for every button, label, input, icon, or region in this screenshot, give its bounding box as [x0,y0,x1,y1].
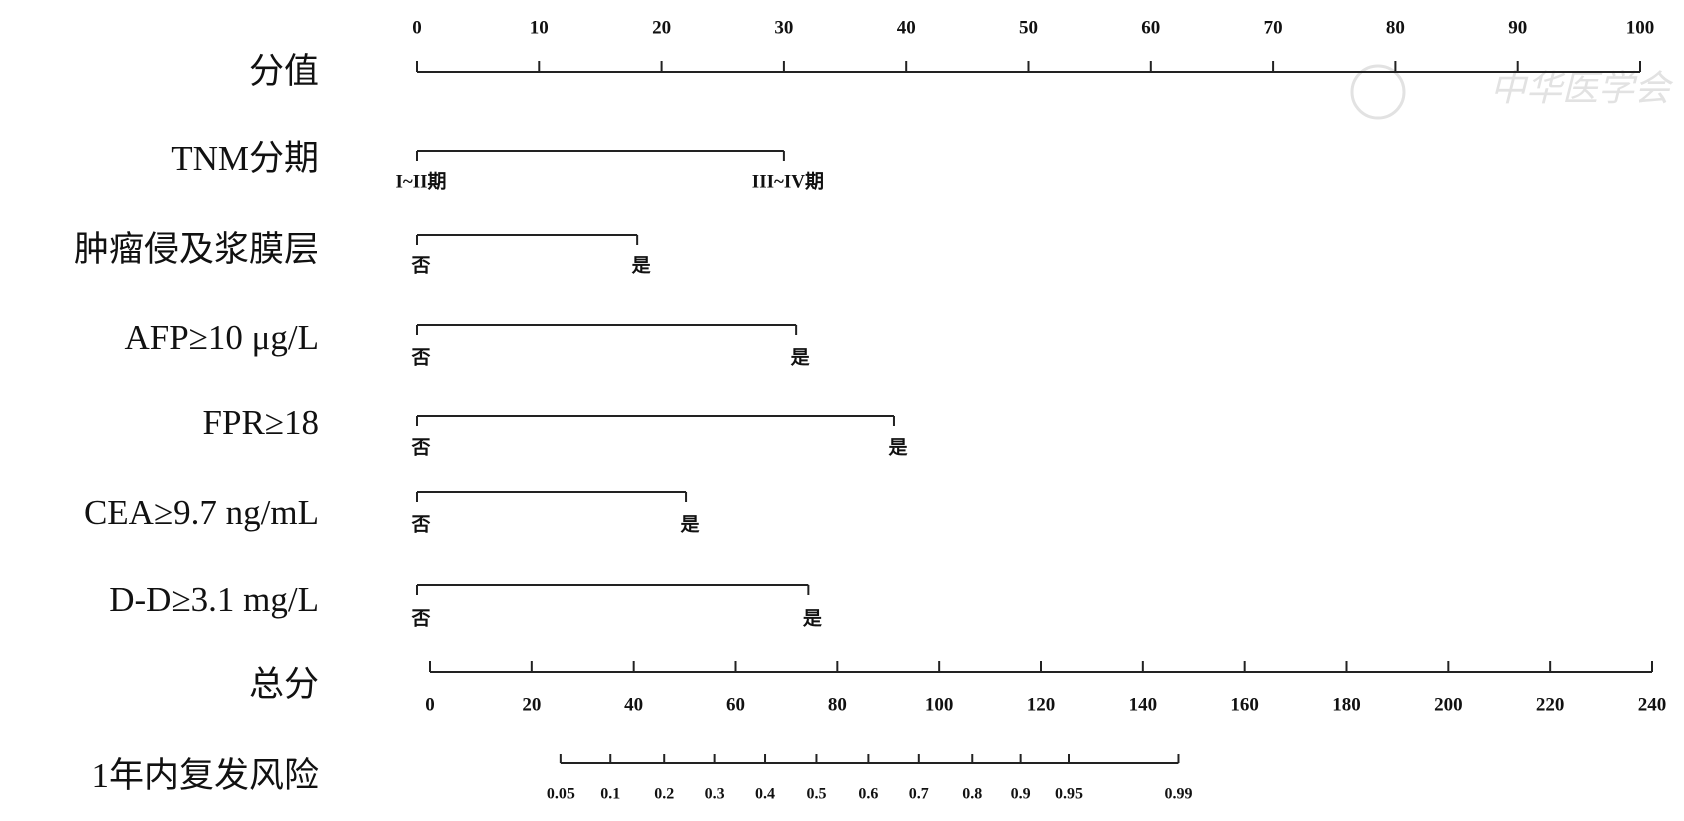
tick-label: 0.7 [909,786,929,803]
tick-label: 0.95 [1055,786,1083,803]
row-label: 总分 [249,665,319,704]
level-label: 否 [410,255,430,276]
tick-label: 120 [1027,694,1056,715]
tick-label: 0.99 [1164,786,1192,803]
tick-label: 0.5 [806,786,826,803]
tick-label: 30 [774,17,793,38]
tick-label: 200 [1434,694,1463,715]
tick-label: 220 [1536,694,1565,715]
tick-label: 0 [412,17,422,38]
tick-label: 140 [1129,694,1158,715]
tick-label: 60 [1141,17,1160,38]
level-label: 是 [803,607,822,629]
tick-label: 80 [1386,17,1405,38]
tick-label: 20 [652,17,671,38]
tick-label: 240 [1638,694,1667,715]
row-label: 1年内复发风险 [91,756,319,795]
row-label: CEA≥9.7 ng/mL [84,493,319,532]
level-label: III~IV期 [752,170,824,192]
tick-label: 50 [1019,17,1038,38]
level-label: 是 [888,436,907,458]
row-label: TNM分期 [171,139,319,178]
tick-label: 180 [1332,694,1361,715]
row-label: FPR≥18 [203,403,319,442]
tick-label: 0.6 [858,786,878,803]
level-label: 否 [410,514,430,535]
tick-label: 0.8 [962,786,982,803]
level-label: 是 [681,513,700,535]
level-label: 否 [410,347,430,368]
tick-label: 20 [522,694,541,715]
tick-label: 10 [530,17,549,38]
row-label: D-D≥3.1 mg/L [109,580,319,619]
tick-label: 0.4 [755,786,775,803]
watermark-logo [1350,64,1406,120]
tick-label: 40 [624,694,643,715]
row-label: 肿瘤侵及浆膜层 [74,230,319,269]
tick-label: 100 [1626,17,1655,38]
row-label: AFP≥10 μg/L [124,318,319,357]
level-label: 否 [410,608,430,629]
row-label: 分值 [249,52,319,91]
tick-label: 0 [425,694,435,715]
level-label: 是 [791,346,810,368]
tick-label: 0.05 [547,786,575,803]
level-label: 否 [410,437,430,458]
tick-label: 0.2 [654,786,674,803]
watermark: 中华医学会 [1490,68,1674,108]
level-label: I~II期 [395,170,446,192]
level-label: 是 [632,254,651,276]
tick-label: 40 [897,17,916,38]
tick-label: 0.3 [705,786,725,803]
tick-label: 0.1 [600,786,620,803]
tick-label: 160 [1230,694,1259,715]
tick-label: 70 [1264,17,1283,38]
tick-label: 60 [726,694,745,715]
tick-label: 90 [1508,17,1527,38]
tick-label: 0.9 [1011,786,1031,803]
tick-label: 80 [828,694,847,715]
tick-label: 100 [925,694,954,715]
